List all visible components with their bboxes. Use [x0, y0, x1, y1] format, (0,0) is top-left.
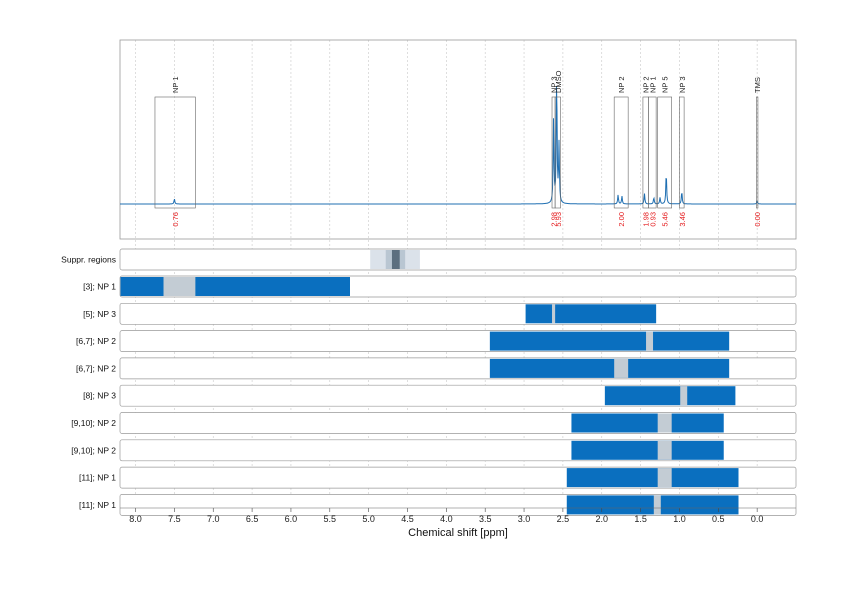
range-gap [163, 277, 196, 296]
x-tick-label: 7.5 [168, 514, 181, 524]
range-gap [614, 358, 629, 378]
peak-label: NP 2 [617, 76, 626, 93]
peak-label: NP 1 [171, 76, 180, 93]
range-row-label: [9,10]; NP 2 [71, 445, 116, 455]
suppression-row-panel [119, 248, 797, 271]
range-row-label: [11]; NP 1 [79, 500, 116, 510]
peak-label: NP 1 [648, 76, 657, 93]
peak-box [648, 96, 657, 209]
peak-label: NP 2 [642, 76, 651, 93]
range-row-label: [8]; NP 3 [83, 391, 116, 401]
grid-lines [135, 40, 758, 506]
peak-label: NP 5 [661, 76, 670, 93]
range-bar [489, 358, 730, 378]
x-tick-label: 5.0 [362, 514, 375, 524]
peak-box [554, 96, 561, 209]
integral-value: 3.46 [678, 212, 687, 227]
x-tick-label: 8.0 [129, 514, 142, 524]
range-gap [657, 440, 672, 460]
integral-value: 5.93 [554, 212, 563, 227]
range-bar [525, 304, 657, 324]
x-tick-label: 2.0 [595, 514, 608, 524]
peak-label: DMSO [554, 70, 563, 93]
x-tick-label: 3.0 [518, 514, 531, 524]
range-gap [653, 495, 661, 515]
x-tick-label: 0.0 [751, 514, 764, 524]
range-row-panel [119, 302, 797, 325]
integral-value: 5.46 [661, 212, 670, 227]
x-tick-label: 1.0 [673, 514, 686, 524]
range-row-label: [3]; NP 1 [83, 282, 116, 292]
x-tick-label: 7.0 [207, 514, 220, 524]
range-bar [120, 277, 350, 296]
peak-box [657, 96, 672, 209]
peak-box [642, 96, 649, 209]
suppression-label: Suppr. regions [61, 255, 116, 265]
integral-value: 2.98 [550, 212, 559, 227]
range-bar [571, 440, 724, 460]
spectrum-panel [119, 39, 797, 240]
peak-annotations: NP 1 0.76 NP 3 2.98 DMSO 5.93 NP 2 2.00 NP 2 1.98… [154, 70, 762, 227]
peak-label: NP 3 [550, 76, 559, 93]
integral-value: 1.98 [642, 212, 651, 227]
range-gap [657, 413, 672, 433]
range-row-label: [6,7]; NP 2 [76, 336, 116, 346]
integral-value: 0.93 [648, 212, 657, 227]
range-row-label: [5]; NP 3 [83, 309, 116, 319]
x-tick-label: 3.5 [479, 514, 492, 524]
peak-label: TMS [753, 77, 762, 93]
x-tick-label: 6.0 [285, 514, 298, 524]
spectrum-line [120, 86, 796, 205]
peak-box [154, 96, 196, 209]
x-tick-label: 6.5 [246, 514, 259, 524]
range-gap [657, 468, 672, 488]
x-tick-label: 5.5 [324, 514, 337, 524]
range-bar [571, 413, 724, 433]
range-gap [552, 304, 556, 324]
range-bar [566, 468, 739, 488]
integral-value: 0.00 [753, 212, 762, 227]
x-tick-label: 4.5 [401, 514, 414, 524]
x-tick-label: 2.5 [557, 514, 570, 524]
suppression-core [391, 250, 400, 269]
integral-value: 0.76 [171, 212, 180, 227]
peak-box [756, 96, 759, 209]
x-tick-label: 4.0 [440, 514, 453, 524]
x-axis: 8.0 7.5 7.0 6.5 6.0 5.5 5.0 4.5 4.0 3.5 3.0 2.5 2.0 1… [120, 507, 796, 524]
peak-box [613, 96, 629, 209]
x-tick-label: 1.5 [634, 514, 647, 524]
spectrum-layer [120, 86, 796, 205]
range-panels: Suppr. regions [3]; NP 1 [5]; NP 3 [6,7]; N… [61, 248, 797, 516]
x-axis-label: Chemical shift [ppm] [408, 527, 508, 539]
peak-label: NP 3 [678, 76, 687, 93]
range-row-label: [6,7]; NP 2 [76, 363, 116, 373]
range-bar [566, 495, 739, 515]
range-bar [489, 331, 730, 351]
x-tick-label: 0.5 [712, 514, 725, 524]
range-row-label: [11]; NP 1 [79, 473, 116, 483]
integral-value: 2.00 [617, 212, 626, 227]
peak-box [679, 96, 685, 209]
range-gap [646, 331, 654, 351]
range-gap [680, 386, 688, 406]
range-bar [604, 386, 736, 406]
range-row-label: [9,10]; NP 2 [71, 418, 116, 428]
